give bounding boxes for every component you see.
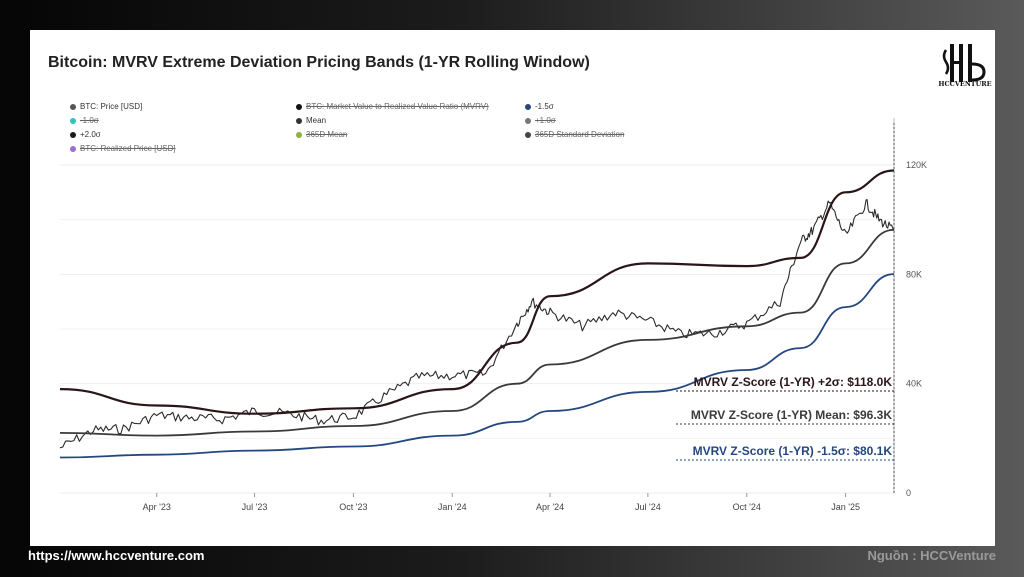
legend-item[interactable]: BTC: Price [USD] bbox=[70, 102, 142, 111]
legend-label: 365D Standard Deviation bbox=[535, 130, 625, 139]
legend-label: -1.5σ bbox=[535, 102, 554, 111]
legend-dot-icon bbox=[525, 131, 531, 138]
legend-label: +1.0σ bbox=[535, 116, 556, 125]
legend-dot-icon bbox=[70, 103, 76, 110]
legend-item[interactable]: Mean bbox=[296, 116, 326, 125]
hccventure-logo-icon bbox=[942, 44, 986, 82]
annotation-label: MVRV Z-Score (1-YR) -1.5σ: $80.1K bbox=[693, 444, 893, 458]
legend-item[interactable]: -1.5σ bbox=[525, 102, 554, 111]
legend-label: Mean bbox=[306, 116, 327, 125]
chart-card: Bitcoin: MVRV Extreme Deviation Pricing … bbox=[30, 30, 995, 546]
x-tick-label: Oct '24 bbox=[733, 502, 761, 512]
x-tick-label: Oct '23 bbox=[339, 502, 367, 512]
x-tick-label: Jan '24 bbox=[438, 502, 467, 512]
series-line bbox=[59, 169, 895, 415]
legend-dot-icon bbox=[70, 131, 76, 138]
y-tick-label: 0 bbox=[906, 488, 911, 498]
y-tick-label: 120K bbox=[906, 160, 927, 170]
x-tick-label: Apr '24 bbox=[536, 502, 564, 512]
y-tick-label: 80K bbox=[906, 269, 922, 279]
series-line bbox=[59, 199, 895, 449]
legend-item[interactable]: BTC: Market Value to Realized Value Rati… bbox=[296, 102, 489, 111]
legend-label: +2.0σ bbox=[80, 130, 101, 139]
x-tick-label: Jul '24 bbox=[635, 502, 661, 512]
legend-dot-icon bbox=[525, 103, 531, 110]
legend-item[interactable]: BTC: Realized Price [USD] bbox=[70, 144, 176, 153]
legend-label: BTC: Realized Price [USD] bbox=[80, 144, 176, 153]
legend-item[interactable]: 365D Mean bbox=[296, 130, 347, 139]
legend-dot-icon bbox=[525, 117, 531, 124]
legend-dot-icon bbox=[70, 117, 76, 124]
legend-item[interactable]: +1.0σ bbox=[525, 116, 556, 125]
y-tick-label: 40K bbox=[906, 379, 922, 389]
x-tick-label: Apr '23 bbox=[143, 502, 171, 512]
legend-item[interactable]: 365D Standard Deviation bbox=[525, 130, 624, 139]
legend-dot-icon bbox=[296, 131, 302, 138]
x-tick-label: Jan '25 bbox=[831, 502, 860, 512]
annotation-label: MVRV Z-Score (1-YR) Mean: $96.3K bbox=[691, 408, 892, 422]
chart-plot: 0 40K 80K 120K Apr '23 Jul '23 Oct '23 Jan '24 A… bbox=[59, 118, 927, 512]
legend-item[interactable]: +2.0σ bbox=[70, 130, 101, 139]
legend-label: BTC: Price [USD] bbox=[80, 102, 143, 111]
chart-title: Bitcoin: MVRV Extreme Deviation Pricing … bbox=[48, 54, 590, 71]
footer-source: Nguồn : HCCVenture bbox=[867, 548, 996, 563]
footer-website[interactable]: https://www.hccventure.com bbox=[28, 548, 205, 563]
series-line bbox=[59, 273, 895, 459]
legend-dot-icon bbox=[296, 103, 302, 110]
series-line bbox=[59, 228, 895, 437]
logo-text: HCCVENTURE bbox=[938, 80, 992, 88]
legend-label: BTC: Market Value to Realized Value Rati… bbox=[306, 102, 489, 111]
annotation-label: MVRV Z-Score (1-YR) +2σ: $118.0K bbox=[694, 375, 893, 389]
legend-dot-icon bbox=[296, 117, 302, 124]
x-tick-label: Jul '23 bbox=[242, 502, 268, 512]
legend-label: 365D Mean bbox=[306, 130, 348, 139]
legend-dot-icon bbox=[70, 145, 76, 152]
legend-label: -1.0σ bbox=[80, 116, 99, 125]
legend-item[interactable]: -1.0σ bbox=[70, 116, 99, 125]
